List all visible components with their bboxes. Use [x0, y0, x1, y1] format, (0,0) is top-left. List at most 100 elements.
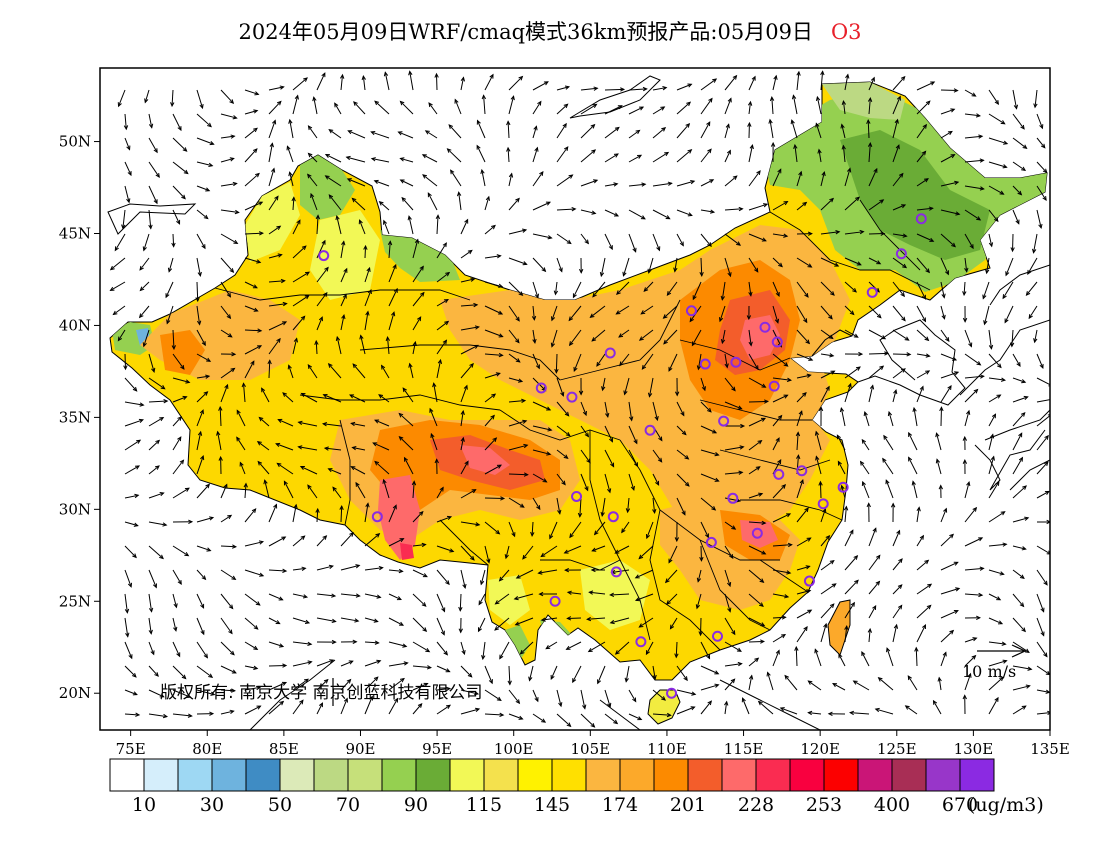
wind-arrow — [609, 617, 630, 625]
wind-arrow — [172, 689, 192, 698]
wind-arrow — [843, 505, 849, 523]
wind-arrow — [124, 137, 131, 151]
wind-arrow — [170, 89, 175, 108]
wind-arrow — [772, 377, 792, 383]
wind-arrow — [700, 700, 713, 715]
wind-arrow — [427, 192, 438, 211]
wind-arrow — [292, 660, 313, 667]
wind-arrow — [796, 329, 811, 345]
wind-arrow — [148, 713, 169, 719]
wind-arrow — [820, 534, 831, 547]
wind-arrow — [532, 170, 544, 187]
wind-arrow — [268, 195, 279, 211]
wind-arrow — [1012, 569, 1025, 580]
wind-arrow — [121, 209, 126, 230]
wind-arrow — [604, 449, 615, 468]
wind-arrow — [793, 143, 798, 163]
wind-arrow — [148, 113, 154, 129]
wind-arrow — [867, 627, 873, 643]
wind-arrow — [484, 195, 490, 211]
wind-arrow — [112, 305, 126, 316]
wind-arrow — [364, 695, 374, 715]
wind-arrow — [307, 173, 318, 187]
wind-arrow — [484, 437, 498, 451]
wind-arrow — [460, 665, 473, 678]
wind-arrow — [700, 473, 720, 482]
wind-arrow — [668, 545, 678, 564]
station-marker — [549, 595, 561, 607]
wind-arrow — [604, 425, 613, 443]
wind-arrow — [892, 388, 898, 403]
wind-arrow — [700, 665, 720, 675]
wind-arrow — [859, 460, 870, 475]
wind-arrow — [820, 329, 834, 340]
wind-arrow — [220, 709, 235, 715]
wind-arrow — [244, 345, 263, 355]
wind-arrow — [882, 457, 894, 475]
wind-arrow — [839, 406, 846, 427]
colorbar-swatch — [245, 758, 281, 792]
wind-arrow — [647, 257, 654, 274]
wind-arrow — [748, 617, 766, 627]
wind-arrow — [460, 489, 477, 499]
wind-arrow — [988, 659, 1008, 667]
wind-arrow — [476, 144, 486, 163]
wind-arrow — [323, 446, 342, 451]
wind-arrow — [148, 689, 165, 698]
wind-arrow — [604, 126, 620, 139]
wind-arrow — [286, 145, 294, 163]
wind-arrow — [316, 659, 335, 667]
wind-arrow — [964, 113, 981, 118]
wind-arrow — [508, 689, 521, 705]
wind-arrow — [700, 425, 718, 434]
wind-arrow — [532, 233, 553, 240]
wind-arrow — [124, 493, 140, 499]
wind-arrow — [892, 95, 901, 115]
wind-arrow — [460, 689, 480, 696]
wind-arrow — [887, 410, 894, 427]
wind-arrow — [820, 603, 835, 619]
wind-arrow — [292, 503, 298, 523]
wind-arrow — [904, 705, 918, 715]
wind-arrow — [315, 507, 320, 523]
wind-arrow — [1036, 545, 1050, 555]
wind-arrow — [1033, 89, 1038, 109]
wind-arrow — [171, 233, 176, 248]
wind-arrow — [580, 713, 596, 728]
wind-arrow — [908, 456, 918, 475]
wind-arrow — [796, 231, 813, 236]
wind-arrow — [532, 353, 540, 370]
wind-arrow — [307, 364, 318, 379]
wind-arrow — [796, 609, 813, 619]
wind-arrow — [674, 377, 680, 397]
wind-arrow — [591, 329, 606, 342]
wind-arrow — [196, 409, 204, 427]
wind-arrow — [652, 712, 672, 718]
wind-arrow — [460, 277, 476, 283]
wind-arrow — [292, 294, 310, 307]
wind-arrow — [196, 374, 211, 379]
wind-arrow — [592, 281, 606, 298]
wind-arrow — [196, 305, 202, 326]
wind-arrow — [772, 437, 780, 451]
wind-arrow — [988, 89, 1000, 106]
wind-arrow — [940, 233, 956, 248]
wind-arrow — [424, 130, 438, 139]
wind-arrow — [676, 122, 691, 139]
wind-arrow — [171, 329, 176, 351]
wind-arrow — [244, 148, 258, 163]
wind-arrow — [484, 545, 491, 564]
wind-arrow — [196, 161, 214, 168]
wind-arrow — [569, 521, 582, 539]
wind-arrow — [144, 89, 150, 104]
wind-arrow — [220, 329, 233, 338]
wind-arrow — [645, 521, 654, 540]
wind-arrow — [148, 641, 155, 656]
wind-arrow — [508, 228, 528, 235]
wind-arrow — [696, 569, 702, 583]
wind-arrow — [1012, 432, 1023, 451]
wind-arrow — [962, 694, 967, 715]
wind-arrow — [556, 257, 563, 273]
wind-arrow — [324, 154, 342, 163]
wind-arrow — [795, 431, 801, 451]
